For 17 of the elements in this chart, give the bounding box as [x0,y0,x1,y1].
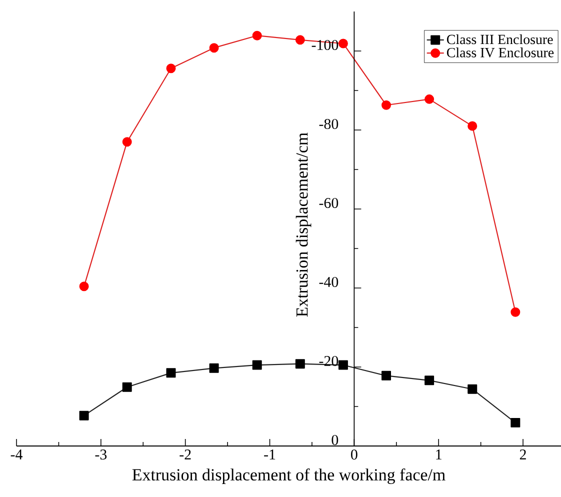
x-tick-label: 2 [520,450,526,460]
y-tick-label: -20 [319,356,338,366]
x-axis-title: Extrusion displacement of the working face/m [132,468,446,484]
y-tick-label: -80 [319,118,338,130]
y-tick-label: -40 [319,276,338,288]
x-tick-label: -3 [95,450,107,460]
y-axis-title: Extrusion displacement/cm [296,132,312,317]
legend-label: Class III Enclosure [446,34,553,44]
x-tick-label: -4 [10,450,22,460]
y-tick-label: -100 [312,40,338,50]
y-tick-label: -60 [319,198,338,208]
x-tick-label: 0 [351,450,358,460]
x-tick-label: -1 [264,450,276,460]
legend-label: Class IV Enclosure [446,48,554,58]
x-tick-label: -2 [180,450,191,460]
y-tick-label: 0 [332,434,338,446]
x-tick-label: 1 [436,450,442,460]
